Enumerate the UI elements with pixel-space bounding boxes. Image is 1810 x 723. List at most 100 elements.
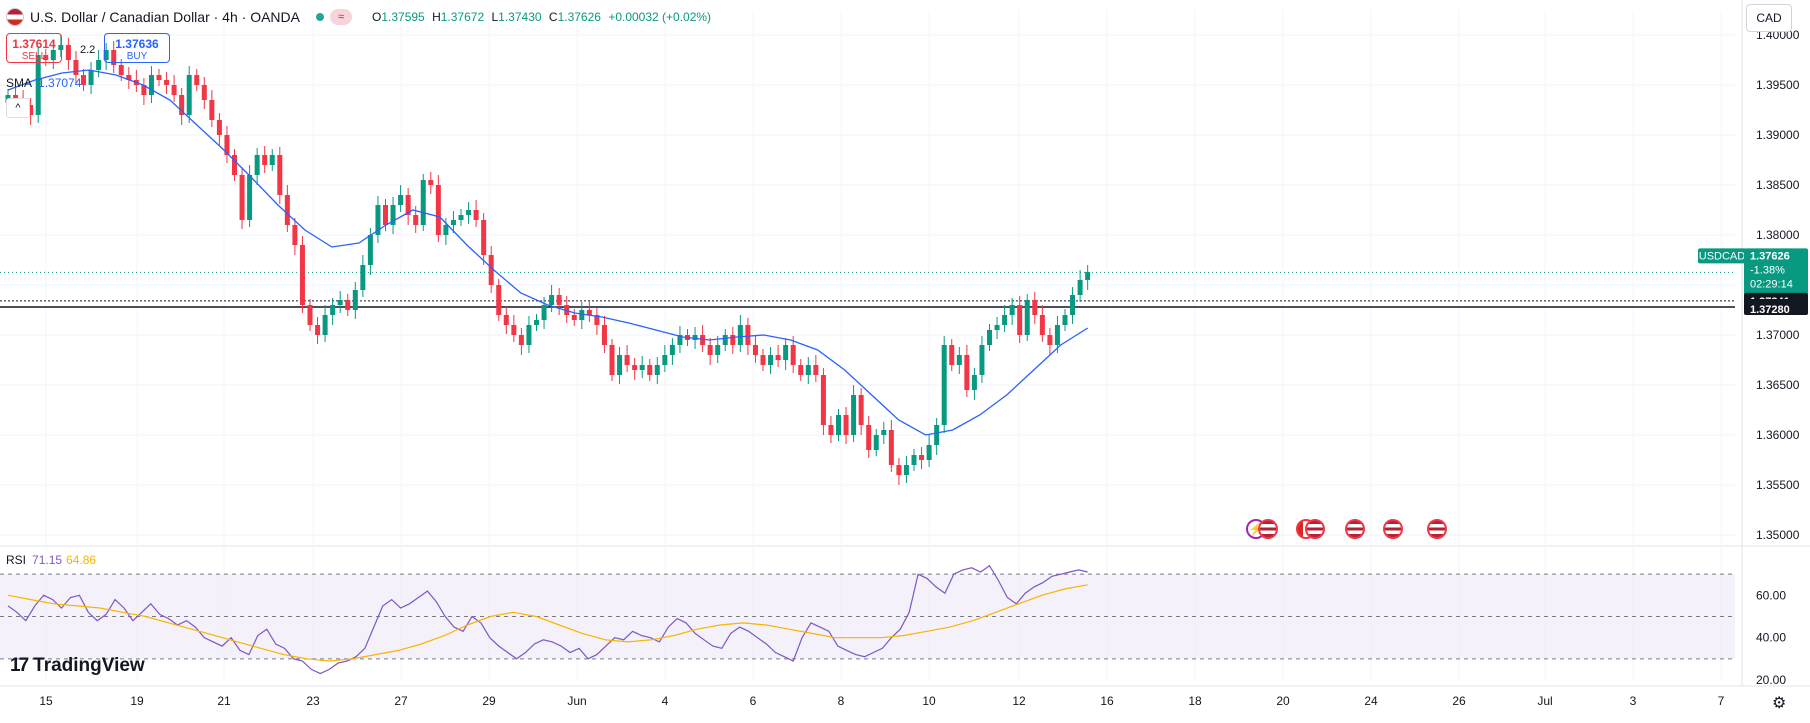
candle-body[interactable] [1054,325,1060,345]
candle-body[interactable] [639,365,645,370]
candle-body[interactable] [322,315,328,335]
candle-body[interactable] [307,305,313,325]
candle-body[interactable] [896,465,902,475]
candle-body[interactable] [677,335,683,345]
candle-body[interactable] [549,295,555,305]
candle-body[interactable] [632,365,638,370]
candle-body[interactable] [247,175,253,220]
candle-body[interactable] [707,345,713,355]
candle-body[interactable] [964,355,970,390]
candle-body[interactable] [798,365,804,375]
candle-body[interactable] [752,345,758,355]
candle-body[interactable] [1070,295,1076,315]
candle-body[interactable] [398,195,404,205]
candle-body[interactable] [315,325,321,335]
candle-body[interactable] [35,55,41,115]
candle-body[interactable] [511,325,517,335]
candle-body[interactable] [1009,305,1015,315]
candle-body[interactable] [843,415,849,435]
candle-body[interactable] [903,465,909,475]
candle-body[interactable] [820,375,826,425]
candle-body[interactable] [13,95,19,100]
candle-body[interactable] [375,205,381,235]
candle-body[interactable] [450,220,456,225]
candle-body[interactable] [775,355,781,360]
candle-body[interactable] [654,365,660,375]
candle-body[interactable] [888,430,894,465]
candle-body[interactable] [345,300,351,310]
candle-body[interactable] [277,155,283,195]
candle-body[interactable] [518,335,524,345]
candle-body[interactable] [43,55,49,60]
candle-body[interactable] [534,320,539,325]
candle-body[interactable] [81,75,86,85]
candle-body[interactable] [994,325,1000,330]
event-us-flag-icon[interactable] [1345,519,1365,539]
candle-body[interactable] [118,65,124,75]
candle-body[interactable] [987,330,992,345]
candle-body[interactable] [164,80,170,85]
candle-body[interactable] [111,50,117,65]
candle-body[interactable] [858,395,864,425]
candle-body[interactable] [292,225,298,245]
candle-body[interactable] [352,290,358,310]
candle-body[interactable] [526,325,532,345]
candle-body[interactable] [881,430,887,435]
candle-body[interactable] [790,345,796,365]
candle-body[interactable] [435,185,441,235]
candle-body[interactable] [420,180,426,225]
candle-body[interactable] [934,425,940,445]
candle-body[interactable] [1002,315,1008,325]
candle-body[interactable] [1062,315,1068,325]
candle-body[interactable] [1077,280,1083,295]
candle-body[interactable] [232,155,237,175]
candle-body[interactable] [1017,305,1023,335]
candle-body[interactable] [669,345,675,355]
candle-body[interactable] [88,70,94,85]
candle-body[interactable] [911,455,917,465]
candle-body[interactable] [171,85,177,95]
candle-body[interactable] [617,355,623,375]
candle-body[interactable] [141,85,147,95]
candle-body[interactable] [715,345,721,355]
candle-body[interactable] [65,45,71,60]
candle-body[interactable] [873,435,879,450]
event-us-flag-icon[interactable] [1427,519,1447,539]
candle-body[interactable] [813,365,819,375]
candle-body[interactable] [971,375,977,390]
candle-body[interactable] [737,325,743,345]
candle-body[interactable] [730,335,736,345]
candle-body[interactable] [828,425,834,435]
candle-body[interactable] [360,265,366,290]
candle-body[interactable] [262,155,268,165]
candle-body[interactable] [488,255,494,285]
candle-body[interactable] [299,245,305,305]
candle-body[interactable] [1047,335,1053,345]
candle-body[interactable] [609,345,615,375]
candle-body[interactable] [103,50,109,60]
candle-body[interactable] [216,120,222,135]
candle-body[interactable] [428,180,434,185]
candle-body[interactable] [224,135,230,155]
candle-body[interactable] [458,215,464,220]
event-us-flag-icon[interactable] [1383,519,1403,539]
candle-body[interactable] [383,205,388,225]
candle-body[interactable] [760,355,766,365]
settings-gear-icon[interactable]: ⚙ [1772,695,1787,712]
candle-body[interactable] [28,105,34,115]
candle-body[interactable] [1032,300,1038,315]
candle-body[interactable] [50,50,56,60]
candle-body[interactable] [405,195,411,215]
candle-body[interactable] [239,175,245,220]
candle-body[interactable] [949,345,955,365]
candle-body[interactable] [496,285,502,315]
candle-body[interactable] [179,95,185,115]
candle-body[interactable] [96,60,102,70]
candle-body[interactable] [1085,272,1091,280]
candle-body[interactable] [443,225,449,235]
event-us-flag-icon[interactable] [1258,519,1278,539]
candle-body[interactable] [390,205,396,225]
candle-body[interactable] [330,305,336,315]
event-us-flag-icon[interactable] [1305,519,1325,539]
